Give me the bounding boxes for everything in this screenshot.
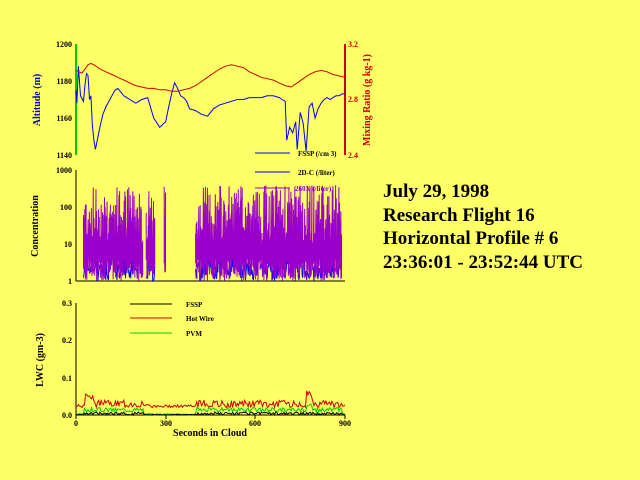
p3-xtick-2: 600 <box>249 419 261 428</box>
flight-info: July 29, 1998 Research Flight 16 Horizon… <box>383 180 583 274</box>
p2-legend: FSSP (/cm 3) 2D-C (/liter) 260X (/liter) <box>255 150 337 193</box>
p2-ylabel: Concentration <box>30 195 41 257</box>
p3-xlabel: Seconds in Cloud <box>173 428 247 439</box>
fssp-lwc-line <box>75 411 346 416</box>
altitude-panel: 1200 1180 1160 1140 3.2 2.8 2.4 Altitude… <box>32 40 373 160</box>
p3-ytick-0: 0.3 <box>62 299 72 308</box>
twodc-concentration-line <box>83 185 342 282</box>
p3-legend-fssp: FSSP <box>186 301 203 309</box>
p1-series <box>75 62 346 152</box>
p1-y2tick-1: 2.8 <box>348 95 358 104</box>
p3-xtick-1: 300 <box>160 419 172 428</box>
p2-legend-twodc: 2D-C (/liter) <box>298 169 335 177</box>
concentration-panel: 1000 100 10 1 Concentration FSSP (/cm 3)… <box>30 150 345 286</box>
p1-ytick-3: 1140 <box>56 151 72 160</box>
lwc-panel: 0.3 0.2 0.1 0.0 0 300 600 900 Seconds in… <box>35 299 351 439</box>
research-flight: Research Flight 16 <box>383 204 535 226</box>
p2-ytick-1: 100 <box>60 203 72 212</box>
p3-legend-pvm: PVM <box>186 330 202 338</box>
p2-ytick-0: 1000 <box>56 166 72 175</box>
p3-ytick-3: 0.0 <box>62 411 72 420</box>
p2-legend-fssp: FSSP (/cm 3) <box>298 150 337 158</box>
p3-xtick-3: 900 <box>339 419 351 428</box>
p3-legend-hotwire: Hot Wire <box>186 315 214 323</box>
p3-ytick-1: 0.2 <box>62 336 72 345</box>
p1-y2tick-0: 3.2 <box>348 40 358 49</box>
p1-ytick-2: 1160 <box>56 114 72 123</box>
p1-ytick-0: 1200 <box>56 40 72 49</box>
hotwire-lwc-line <box>75 390 346 410</box>
time-range: 23:36:01 - 23:52:44 UTC <box>383 251 584 273</box>
p2-legend-260x: 260X (/liter) <box>295 185 332 193</box>
p1-ytick-1: 1180 <box>56 77 72 86</box>
p1-y2tick-2: 2.4 <box>348 151 358 160</box>
p3-ytick-2: 0.1 <box>62 374 72 383</box>
pvm-lwc-line <box>75 403 346 416</box>
altitude-line <box>75 66 345 152</box>
p2-ytick-2: 10 <box>64 240 72 249</box>
p3-xtick-0: 0 <box>74 419 78 428</box>
p3-legend: FSSP Hot Wire PVM <box>130 301 214 338</box>
mixing-ratio-line <box>75 62 346 92</box>
p3-ylabel: LWC (gm-3) <box>35 333 46 387</box>
p2-ytick-3: 1 <box>68 277 72 286</box>
horizontal-profile: Horizontal Profile # 6 <box>383 228 559 249</box>
p1-ylabel2: Mixing Ratio (g kg-1) <box>362 54 373 146</box>
p2-series <box>83 185 342 283</box>
p3-series <box>75 390 346 416</box>
p1-ylabel: Altitude (m) <box>32 74 43 127</box>
flight-date: July 29, 1998 <box>383 181 490 202</box>
